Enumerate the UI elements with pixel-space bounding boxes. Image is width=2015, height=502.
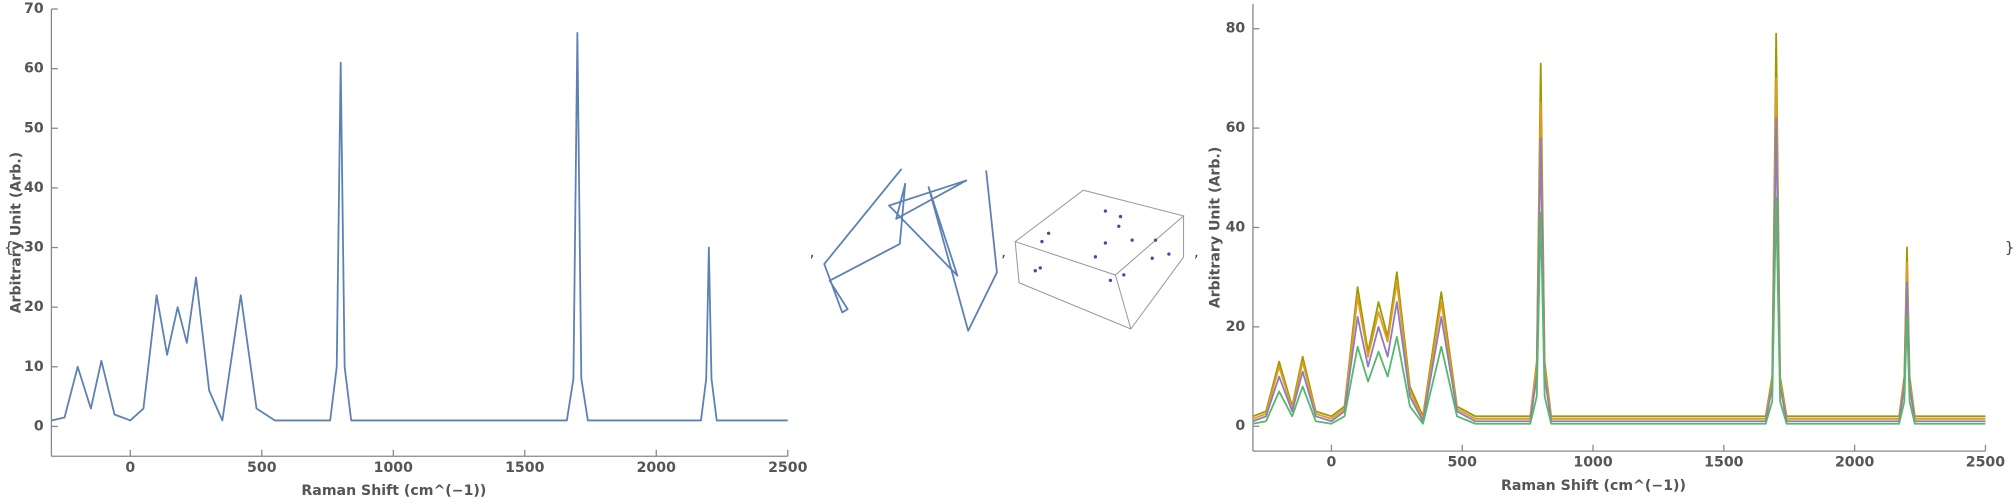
point	[1118, 214, 1123, 219]
y-tick-label: 70	[24, 1, 44, 17]
separator: ,	[1001, 242, 1006, 260]
x-tick-label: 2500	[768, 460, 807, 476]
y-tick-label: 10	[24, 359, 44, 375]
y-tick-label: 80	[1226, 21, 1246, 37]
x-tick-label: 0	[125, 460, 135, 476]
y-tick-label: 30	[24, 240, 44, 256]
y-tick-label: 0	[1235, 418, 1245, 434]
x-tick-label: 0	[1327, 455, 1337, 471]
series-line	[51, 31, 788, 422]
point	[1033, 269, 1037, 273]
x-tick-label: 1500	[505, 460, 544, 476]
point	[1153, 238, 1158, 242]
x-tick-label: 2000	[1835, 455, 1874, 471]
y-tick-label: 20	[24, 299, 44, 315]
series-line	[1252, 117, 1986, 423]
y-axis-label: Arbitrary Unit (Arb.)	[9, 152, 25, 314]
y-tick-label: 40	[24, 180, 44, 196]
open-brace: {	[4, 239, 14, 257]
series-line	[1252, 77, 1986, 420]
x-axis-label: Raman Shift (cm^(−1))	[301, 483, 486, 499]
series-line	[1252, 32, 1986, 418]
point	[1093, 255, 1098, 259]
y-tick-label: 60	[1226, 120, 1246, 136]
point	[1122, 273, 1126, 277]
x-tick-label: 500	[247, 460, 277, 476]
x-tick-label: 1500	[1704, 455, 1743, 471]
x-tick-label: 2500	[1966, 455, 2005, 471]
x-tick-label: 1000	[374, 460, 413, 476]
point	[1150, 256, 1154, 260]
y-tick-label: 40	[1226, 219, 1246, 235]
y-tick-label: 60	[24, 61, 44, 77]
series-line	[1252, 196, 1986, 425]
point	[1040, 239, 1044, 244]
separator: ,	[1194, 242, 1199, 260]
x-tick-label: 1000	[1573, 455, 1612, 471]
point	[1117, 224, 1121, 228]
x-tick-label: 2000	[637, 460, 676, 476]
point	[1103, 241, 1108, 245]
point	[1046, 231, 1051, 235]
y-tick-label: 50	[24, 120, 44, 136]
x-tick-label: 500	[1447, 455, 1477, 471]
point	[1167, 252, 1171, 256]
x-axis-label: Raman Shift (cm^(−1))	[1501, 478, 1686, 494]
close-brace: }	[2005, 239, 2015, 257]
separator: ,	[810, 242, 815, 260]
y-tick-label: 20	[1226, 319, 1246, 335]
point	[1108, 278, 1113, 283]
y-tick-label: 0	[34, 418, 44, 434]
point	[1038, 266, 1042, 270]
point	[1103, 209, 1108, 213]
point	[1130, 238, 1134, 242]
y-axis-label: Arbitrary Unit (Arb.)	[1208, 147, 1224, 309]
box-frame	[1014, 189, 1185, 330]
series-line	[823, 168, 998, 332]
